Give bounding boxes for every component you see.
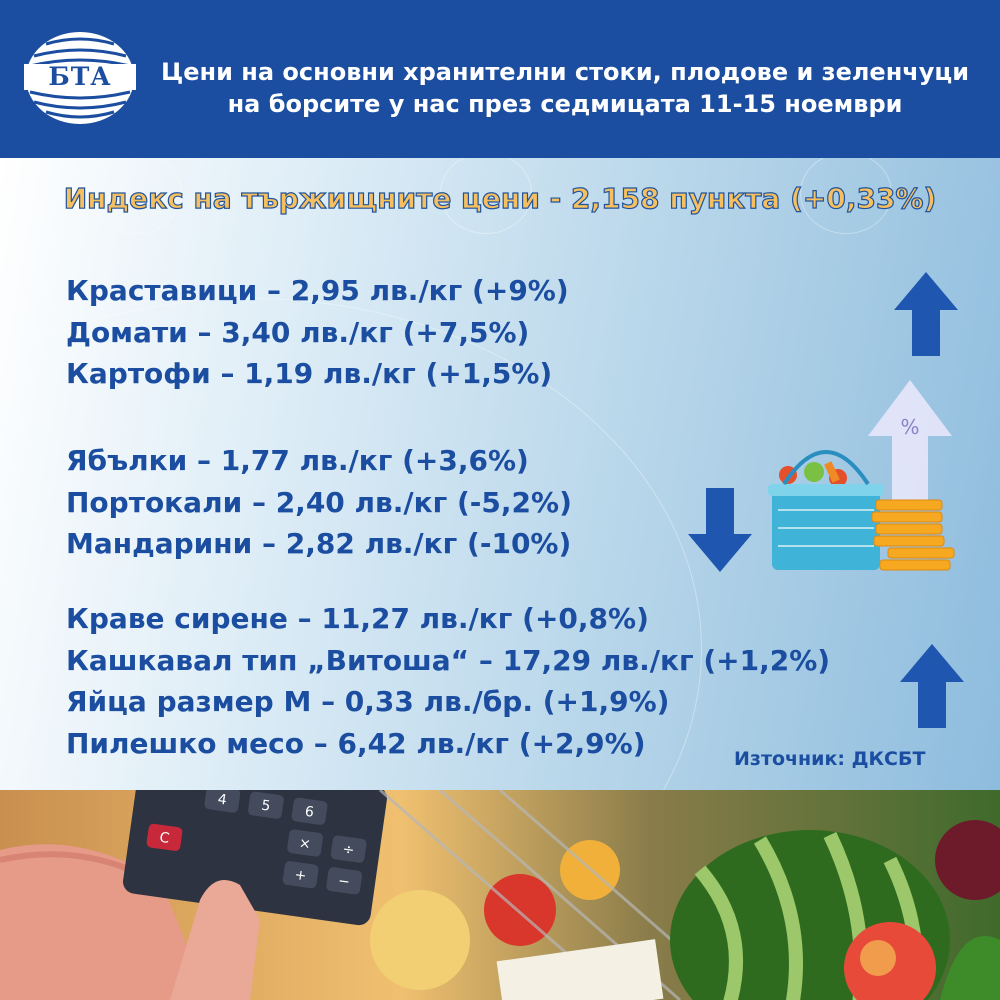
calc-key: 6 [304,804,315,821]
list-item: Картофи – 1,19 лв./кг (+1,5%) [66,357,553,390]
list-item: Портокали – 2,40 лв./кг (-5,2%) [66,485,572,519]
page-title: Цени на основни хранителни стоки, плодов… [145,56,985,120]
list-item: Мандарини – 2,82 лв./кг (-10%) [66,527,572,560]
percent-label: % [900,415,919,439]
calc-key: C [158,830,170,847]
watermark-globe [800,158,892,234]
market-index-heading: Индекс на тържищните цени - 2,158 пункта… [63,181,937,215]
price-panel: Индекс на тържищните цени - 2,158 пункта… [0,158,1000,790]
grocery-scene-image: 4 5 6 × ÷ C + − [0,790,1000,1000]
bta-logo: БТА [24,30,136,126]
vegetables-list: Краставици – 2,95 лв./кг (+9%) Домати – … [66,270,569,395]
dairy-meat-list: Краве сирене – 11,27 лв./кг (+0,8%) Кашк… [66,598,830,764]
shopping-basket-coins-icon: % [768,380,955,571]
calc-key: 5 [260,798,271,815]
arrow-up-icon [894,272,958,356]
source-credit: Източник: ДКСБТ [734,748,926,770]
logo-text: БТА [24,64,136,90]
list-item: Краставици – 2,95 лв./кг (+9%) [66,274,569,307]
list-item: Яйца размер М – 0,33 лв./бр. (+1,9%) [66,685,670,718]
arrow-down-icon [688,488,752,572]
calc-key: + [294,867,308,884]
title-line-2: на борсите у нас през седмицата 11-15 но… [227,90,903,118]
watermark-globe [90,158,182,234]
watermark-globe [440,158,532,234]
list-item: Домати – 3,40 лв./кг (+7,5%) [66,315,530,349]
list-item: Краве сирене – 11,27 лв./кг (+0,8%) [66,602,649,635]
arrow-up-icon [900,644,964,728]
market-photo: 4 5 6 × ÷ C + − [0,790,1000,1000]
header-banner: БТА Цени на основни хранителни стоки, пл… [0,0,1000,158]
calc-key: 4 [217,792,228,809]
list-item: Ябълки – 1,77 лв./кг (+3,6%) [66,444,529,477]
calc-key: ÷ [342,841,356,858]
list-item: Пилешко месо – 6,42 лв./кг (+2,9%) [66,726,646,760]
list-item: Кашкавал тип „Витоша“ – 17,29 лв./кг (+1… [66,643,831,677]
calc-key: × [298,835,312,852]
title-line-1: Цени на основни хранителни стоки, плодов… [160,58,970,86]
fruits-list: Ябълки – 1,77 лв./кг (+3,6%) Портокали –… [66,440,572,565]
calc-key: − [337,873,351,890]
